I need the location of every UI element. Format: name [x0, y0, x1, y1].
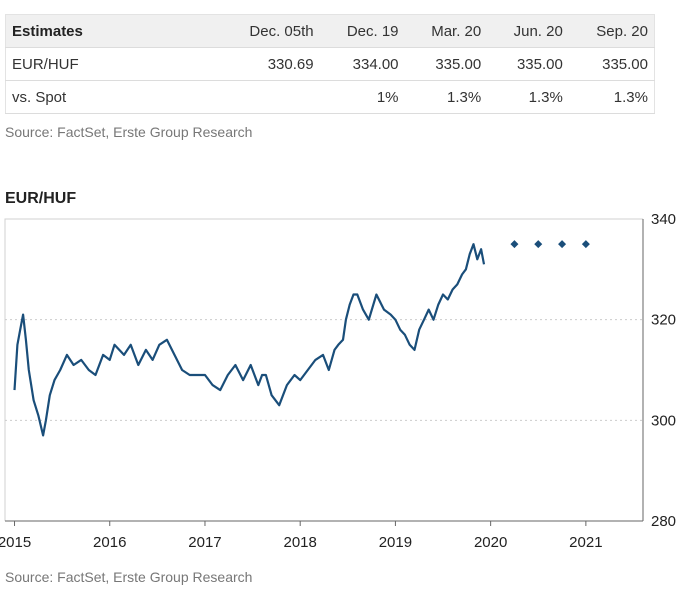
- x-tick-label-2015: 2015: [0, 534, 31, 551]
- forecast-point: [534, 240, 543, 249]
- estimates-header-label: Estimates: [5, 14, 218, 48]
- header-mar-20: Mar. 20: [404, 14, 488, 48]
- cell-eurhuf-dec-05th: 330.69: [218, 47, 320, 81]
- estimates-header-row: Estimates Dec. 05th Dec. 19 Mar. 20 Jun.…: [5, 14, 655, 48]
- forecast-point: [558, 240, 567, 249]
- y-tick-label-320: 320: [651, 312, 676, 329]
- table-source-note: Source: FactSet, Erste Group Research: [5, 124, 253, 140]
- cell-eurhuf-jun-20: 335.00: [487, 47, 569, 81]
- cell-eurhuf-sep-20: 335.00: [568, 47, 655, 81]
- table-row-vs-spot: vs. Spot 1% 1.3% 1.3% 1.3%: [5, 80, 655, 114]
- cell-spot-mar-20: 1.3%: [404, 80, 488, 114]
- eurhuf-series-line: [13, 243, 486, 437]
- row-label-eurhuf: EUR/HUF: [5, 47, 218, 81]
- y-tick-label-300: 300: [651, 412, 676, 429]
- x-tick-label-2016: 2016: [93, 534, 126, 551]
- cell-spot-sep-20: 1.3%: [568, 80, 655, 114]
- forecast-point: [581, 240, 590, 249]
- x-tick-label-2020: 2020: [474, 534, 507, 551]
- header-jun-20: Jun. 20: [487, 14, 569, 48]
- x-tick-label-2017: 2017: [188, 534, 221, 551]
- chart-source-note: Source: FactSet, Erste Group Research: [5, 569, 253, 585]
- forecast-point: [510, 240, 519, 249]
- cell-spot-dec-05th: [218, 80, 320, 114]
- y-tick-label-340: 340: [651, 211, 676, 228]
- header-dec-05th: Dec. 05th: [218, 14, 320, 48]
- table-row-eurhuf: EUR/HUF 330.69 334.00 335.00 335.00 335.…: [5, 47, 655, 81]
- header-sep-20: Sep. 20: [568, 14, 655, 48]
- cell-eurhuf-dec-19: 334.00: [319, 47, 405, 81]
- x-tick-label-2019: 2019: [379, 534, 412, 551]
- chart-title: EUR/HUF: [5, 190, 77, 207]
- row-label-vs-spot: vs. Spot: [5, 80, 218, 114]
- plot-frame: [4, 218, 643, 521]
- cell-spot-jun-20: 1.3%: [487, 80, 569, 114]
- estimates-table: Estimates Dec. 05th Dec. 19 Mar. 20 Jun.…: [5, 14, 655, 114]
- eurhuf-chart: 280 300 320 340 2015 2016 2017 2018 2019 2020 2021: [0, 211, 676, 551]
- y-tick-label-280: 280: [651, 513, 676, 530]
- x-tick-label-2018: 2018: [284, 534, 317, 551]
- x-tick-label-2021: 2021: [569, 534, 602, 551]
- cell-eurhuf-mar-20: 335.00: [404, 47, 488, 81]
- header-dec-19: Dec. 19: [319, 14, 405, 48]
- cell-spot-dec-19: 1%: [319, 80, 405, 114]
